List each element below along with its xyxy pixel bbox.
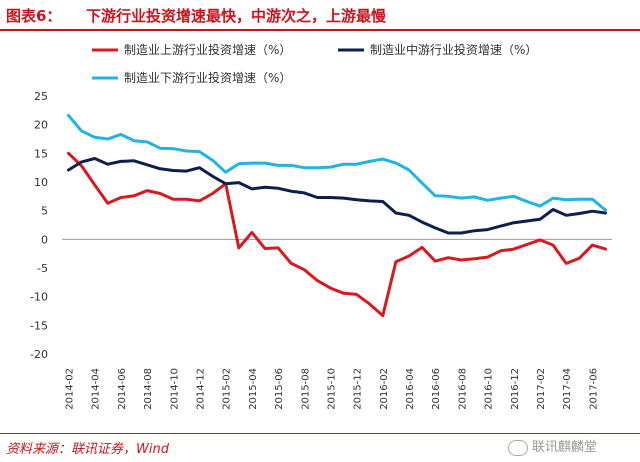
x-tick-label: 2016-02 bbox=[379, 368, 390, 410]
x-tick-label: 2014-06 bbox=[117, 368, 128, 410]
x-tick-label: 2016-06 bbox=[431, 368, 442, 410]
watermark: 联讯麒麟堂 bbox=[508, 436, 597, 456]
x-tick-label: 2014-12 bbox=[196, 368, 207, 410]
x-tick-label: 2015-06 bbox=[274, 368, 285, 410]
series-line-2 bbox=[67, 157, 607, 235]
x-tick-label: 2016-08 bbox=[457, 368, 468, 410]
header-divider bbox=[0, 29, 640, 31]
y-tick-label: 15 bbox=[34, 147, 48, 160]
x-tick-label: 2014-08 bbox=[143, 368, 154, 410]
x-tick-label: 2015-08 bbox=[300, 368, 311, 410]
y-tick-label: -15 bbox=[30, 319, 48, 332]
legend-label-2: 制造业中游行业投资增速（%） bbox=[370, 42, 537, 57]
y-tick-label: 0 bbox=[41, 233, 48, 246]
source-note: 资料来源：联讯证券，Wind bbox=[6, 442, 169, 457]
y-tick-label: -10 bbox=[30, 291, 48, 304]
x-tick-label: 2016-10 bbox=[484, 368, 495, 410]
watermark-text: 联讯麒麟堂 bbox=[532, 440, 598, 455]
x-tick-label: 2015-10 bbox=[326, 368, 337, 410]
legend-label-1: 制造业上游行业投资增速（%） bbox=[124, 42, 291, 57]
x-tick-label: 2015-02 bbox=[222, 368, 233, 410]
y-tick-label: -5 bbox=[37, 262, 48, 275]
y-tick-label: 25 bbox=[34, 90, 48, 103]
y-tick-label: -20 bbox=[30, 348, 48, 361]
x-tick-label: 2014-02 bbox=[65, 368, 76, 410]
figure-header: 图表6： 下游行业投资增速最快，中游次之，上游最慢 bbox=[0, 0, 640, 31]
series-line-1 bbox=[67, 151, 607, 318]
x-tick-label: 2014-10 bbox=[169, 368, 180, 410]
figure-label: 图表6： bbox=[6, 7, 62, 25]
x-tick-label: 2014-04 bbox=[91, 368, 102, 410]
y-tick-label: 5 bbox=[41, 205, 48, 218]
y-tick-label: 10 bbox=[34, 176, 48, 189]
figure-title: 下游行业投资增速最快，中游次之，上游最慢 bbox=[86, 7, 387, 25]
series-line-3 bbox=[67, 114, 607, 212]
x-tick-label: 2017-06 bbox=[588, 368, 599, 410]
x-tick-label: 2015-04 bbox=[248, 368, 259, 410]
y-tick-label: 20 bbox=[34, 119, 48, 132]
x-tick-label: 2016-04 bbox=[405, 368, 416, 410]
x-tick-label: 2017-02 bbox=[536, 368, 547, 410]
legend-label-3: 制造业下游行业投资增速（%） bbox=[124, 70, 291, 85]
wechat-icon bbox=[508, 439, 528, 456]
footer-divider bbox=[0, 433, 640, 434]
x-tick-label: 2016-12 bbox=[510, 368, 521, 410]
x-tick-label: 2017-04 bbox=[562, 368, 573, 410]
x-tick-label: 2015-12 bbox=[353, 368, 364, 410]
